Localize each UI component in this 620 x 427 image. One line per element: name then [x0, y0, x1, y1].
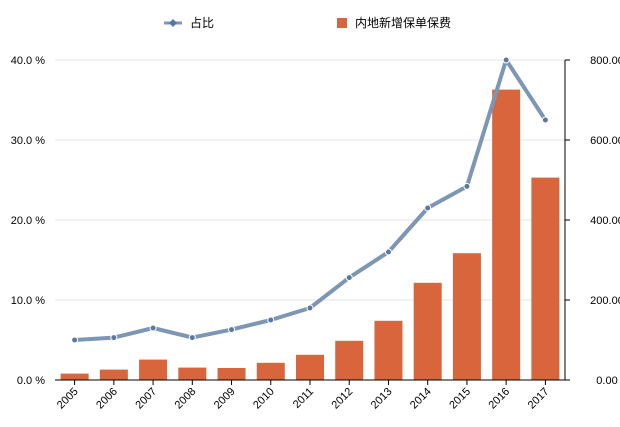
right-tick-label: 600.00 [590, 135, 620, 147]
bar-series [60, 89, 560, 380]
bar-2009 [217, 368, 246, 380]
x-axis-ticks: 2005 2006 2007 2008 2009 2010 2011 2012 2013 2014… [55, 380, 552, 411]
legend-label-bar: 内地新增保单保费 [355, 15, 451, 30]
x-tick-label: 2017 [526, 386, 552, 412]
legend-diamond-marker [169, 19, 177, 27]
right-tick-label: 800.00 [590, 55, 620, 67]
line-point-2013 [384, 248, 392, 256]
line-point-2015 [463, 182, 471, 190]
x-tick-label: 2011 [291, 386, 316, 411]
line-point-2007 [149, 324, 157, 332]
bar-2016 [492, 89, 521, 380]
left-tick-label: 30.0 % [11, 135, 45, 147]
x-tick-label: 2012 [330, 386, 356, 412]
right-tick-label: 200.00 [590, 295, 620, 307]
left-tick-label: 10.0 % [11, 295, 45, 307]
left-axis-ticks: 0.0 % 10.0 % 20.0 % 30.0 % 40.0 % [11, 55, 45, 387]
legend-item-bar: 内地新增保单保费 [337, 15, 451, 30]
line-point-2017 [541, 116, 549, 124]
gridlines [55, 59, 565, 301]
bar-2008 [178, 367, 207, 380]
bar-2017 [531, 177, 560, 380]
x-tick-label: 2016 [486, 386, 512, 412]
line-series [71, 56, 549, 344]
x-tick-label: 2007 [133, 386, 159, 412]
bar-2015 [452, 253, 481, 380]
bar-2010 [256, 362, 285, 380]
line-point-2016 [502, 56, 510, 64]
legend-bar-swatch [337, 18, 347, 28]
x-tick-label: 2013 [369, 386, 395, 412]
legend-label-line: 占比 [190, 15, 214, 30]
line-point-2006 [110, 334, 118, 342]
x-tick-label: 2005 [55, 386, 81, 412]
bar-2013 [374, 320, 403, 380]
bar-2005 [60, 373, 89, 380]
line-point-2014 [424, 204, 432, 212]
bar-2011 [296, 354, 324, 380]
line-point-2008 [188, 334, 196, 342]
x-tick-label: 2008 [173, 386, 199, 412]
right-tick-label: 400.00 [590, 215, 620, 227]
legend: 占比 内地新增保单保费 [164, 15, 451, 30]
x-tick-label: 2010 [251, 386, 277, 412]
line-point-2012 [345, 274, 353, 282]
line-point-2011 [306, 304, 314, 312]
right-axis-ticks: 0.00 200.00 400.00 600.00 800.00 [565, 55, 620, 387]
bar-2007 [139, 359, 168, 380]
x-tick-label: 2014 [408, 386, 434, 412]
x-tick-label: 2015 [447, 386, 473, 412]
left-tick-label: 0.0 % [17, 375, 45, 387]
bar-2012 [335, 340, 364, 380]
line-point-2005 [71, 336, 79, 344]
legend-item-line: 占比 [164, 15, 214, 30]
bar-2006 [99, 369, 128, 380]
x-tick-label: 2009 [212, 386, 238, 412]
left-tick-label: 20.0 % [11, 215, 45, 227]
bar-2014 [413, 282, 442, 380]
line-point-2010 [267, 316, 275, 324]
x-tick-label: 2006 [94, 386, 120, 412]
line-point-2009 [228, 326, 236, 334]
left-tick-label: 40.0 % [11, 55, 45, 67]
right-tick-label: 0.00 [596, 375, 617, 387]
